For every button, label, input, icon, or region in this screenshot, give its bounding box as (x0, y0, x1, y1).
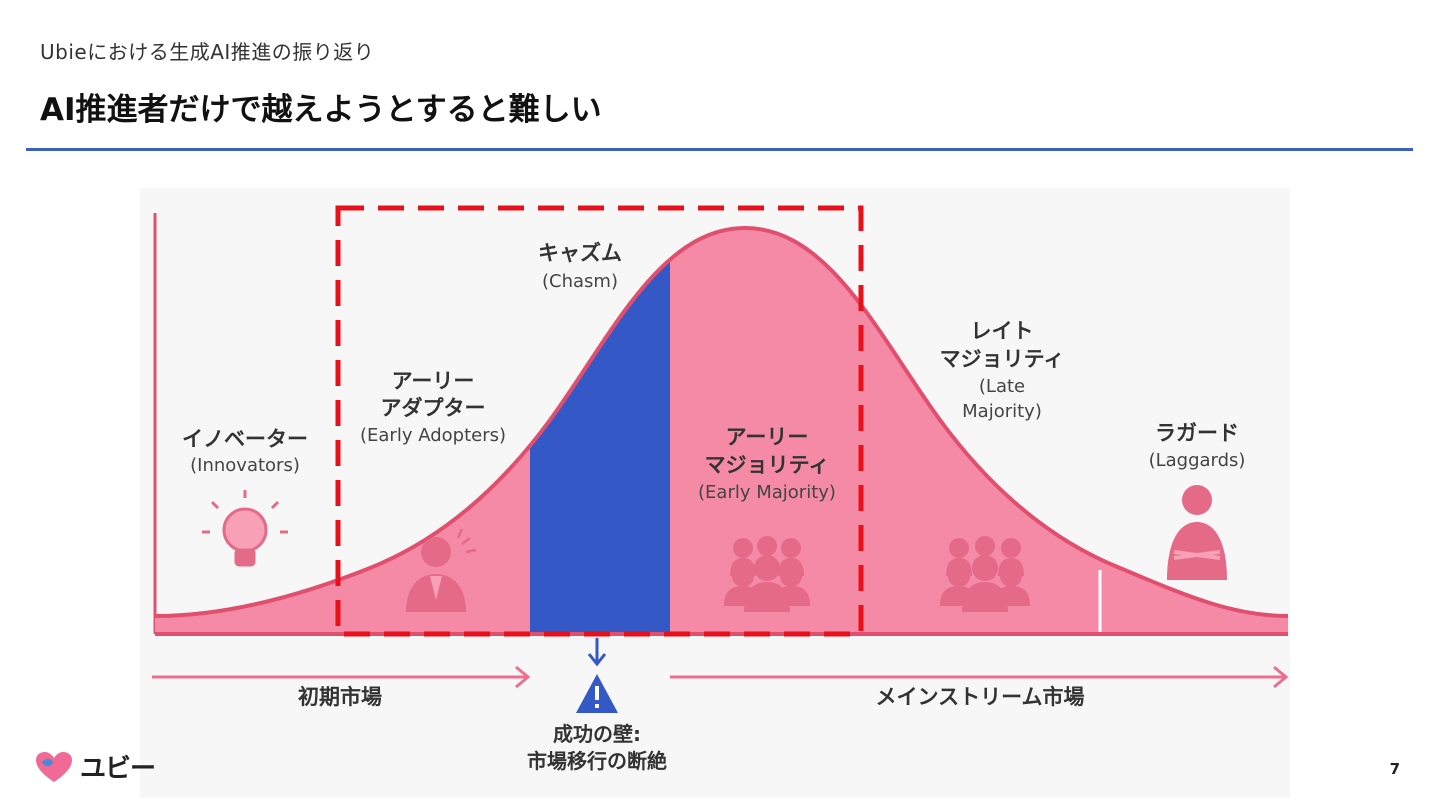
chasm-label-jp: キャズム (538, 241, 622, 265)
innovators-label-en: (Innovators) (190, 455, 300, 476)
title-divider (26, 148, 1413, 151)
laggards-label-en: (Laggards) (1149, 450, 1246, 471)
lightbulb-icon (202, 490, 288, 567)
slide-title: AI推進者だけで越えようとすると難しい (40, 92, 602, 128)
heart-logo-icon (36, 751, 72, 782)
late-majority-label-jp1: レイト (971, 319, 1034, 343)
early-majority-label-jp1: アーリー (726, 425, 809, 449)
chasm-label-en: (Chasm) (542, 271, 618, 292)
laggard-person-icon (1167, 485, 1227, 580)
logo-text: ユビー (80, 754, 156, 784)
ubie-logo: ユビー (34, 748, 156, 785)
early-adopters-label-en: (Early Adopters) (360, 425, 506, 446)
wall-label-line1: 成功の壁: (553, 722, 641, 746)
early-majority-label-en: (Early Majority) (698, 482, 836, 503)
late-majority-label-jp2: マジョリティ (940, 347, 1065, 371)
deck-subtitle: Ubieにおける生成AI推進の振り返り (40, 40, 375, 64)
businessperson-icon (406, 528, 477, 612)
mainstream-market-arrow (670, 665, 1289, 689)
mainstream-market-label: メインストリーム市場 (876, 685, 1085, 709)
early-adopters-label-jp2: アダプター (381, 396, 486, 420)
early-majority-label-jp2: マジョリティ (705, 453, 830, 477)
early-adopters-label-jp1: アーリー (392, 369, 475, 393)
late-majority-label-en1: (Late (979, 376, 1025, 397)
down-arrow-icon (587, 638, 607, 667)
late-majority-label-en2: Majority) (962, 401, 1042, 422)
late-majority-group-icon (940, 536, 1030, 612)
adoption-curve (154, 225, 1289, 618)
warning-icon (576, 674, 618, 713)
initial-market-arrow (152, 665, 531, 689)
initial-market-label: 初期市場 (298, 685, 382, 709)
laggards-label-jp: ラガード (1155, 421, 1239, 445)
wall-label-line2: 市場移行の断絶 (527, 749, 667, 773)
page-number: 7 (1389, 760, 1400, 778)
highlight-box (335, 205, 864, 637)
innovators-label-jp: イノベーター (182, 427, 308, 451)
chasm-diagram: イノベーター (Innovators) アーリー アダプター (Early Ad… (140, 188, 1290, 798)
early-majority-group-icon (724, 536, 810, 612)
